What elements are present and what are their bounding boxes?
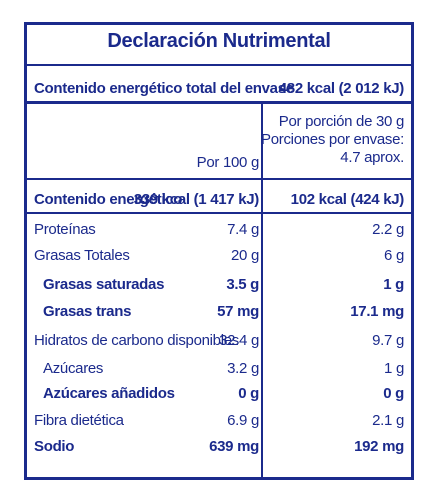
row-per-100g-azucares: 3.2 g xyxy=(227,360,259,377)
row-per-portion-azucares-anadidos: 0 g xyxy=(383,385,404,402)
row-per-portion-hidratos: 9.7 g xyxy=(372,332,404,349)
row-per-portion-azucares: 1 g xyxy=(384,360,404,377)
row-label-sodio: Sodio xyxy=(34,438,75,455)
divider-energy xyxy=(27,212,411,214)
row-per-portion-grasas-totales: 6 g xyxy=(384,247,404,264)
row-per-portion-grasas-trans: 17.1 mg xyxy=(350,303,404,320)
row-per-100g-proteinas: 7.4 g xyxy=(227,221,259,238)
energy-per-100g: 339 kcal (1 417 kJ) xyxy=(133,191,260,208)
row-per-100g-grasas-saturadas: 3.5 g xyxy=(226,276,259,293)
column-divider-body xyxy=(261,180,263,477)
header-per-portion-line-2: Porciones por envase: xyxy=(261,131,404,148)
row-per-100g-hidratos: 32.4 g xyxy=(219,332,259,349)
header-per-100g: Por 100 g xyxy=(196,154,260,171)
row-label-hidratos: Hidratos de carbono disponibles xyxy=(34,332,239,349)
total-energy-value: 482 kcal (2 012 kJ) xyxy=(278,80,405,97)
row-per-100g-fibra: 6.9 g xyxy=(227,412,259,429)
nutrition-label: Declaración Nutrimental Contenido energé… xyxy=(24,22,414,480)
header-per-portion-line-3: 4.7 aprox. xyxy=(340,149,404,166)
divider-header xyxy=(27,178,411,180)
row-label-fibra: Fibra dietética xyxy=(34,412,124,429)
column-divider-header xyxy=(261,104,263,178)
row-per-portion-proteinas: 2.2 g xyxy=(372,221,404,238)
row-label-azucares: Azúcares xyxy=(43,360,104,377)
row-label-azucares-anadidos: Azúcares añadidos xyxy=(43,385,175,402)
divider-title xyxy=(27,64,411,66)
energy-label: Contenido energético xyxy=(34,191,183,208)
label-title: Declaración Nutrimental xyxy=(107,30,331,52)
row-per-100g-azucares-anadidos: 0 g xyxy=(238,385,259,402)
row-per-100g-sodio: 639 mg xyxy=(209,438,259,455)
header-per-portion-line-1: Por porción de 30 g xyxy=(278,113,405,130)
row-per-portion-fibra: 2.1 g xyxy=(372,412,404,429)
row-per-100g-grasas-trans: 57 mg xyxy=(217,303,259,320)
row-label-grasas-totales: Grasas Totales xyxy=(34,247,130,264)
row-label-grasas-saturadas: Grasas saturadas xyxy=(43,276,165,293)
row-label-grasas-trans: Grasas trans xyxy=(43,303,132,320)
row-per-100g-grasas-totales: 20 g xyxy=(231,247,259,264)
divider-total-energy xyxy=(27,101,411,104)
total-energy-label: Contenido energético total del envase xyxy=(34,80,294,97)
energy-per-portion: 102 kcal (424 kJ) xyxy=(290,191,405,208)
row-per-portion-sodio: 192 mg xyxy=(354,438,404,455)
row-per-portion-grasas-saturadas: 1 g xyxy=(383,276,404,293)
row-label-proteinas: Proteínas xyxy=(34,221,96,238)
